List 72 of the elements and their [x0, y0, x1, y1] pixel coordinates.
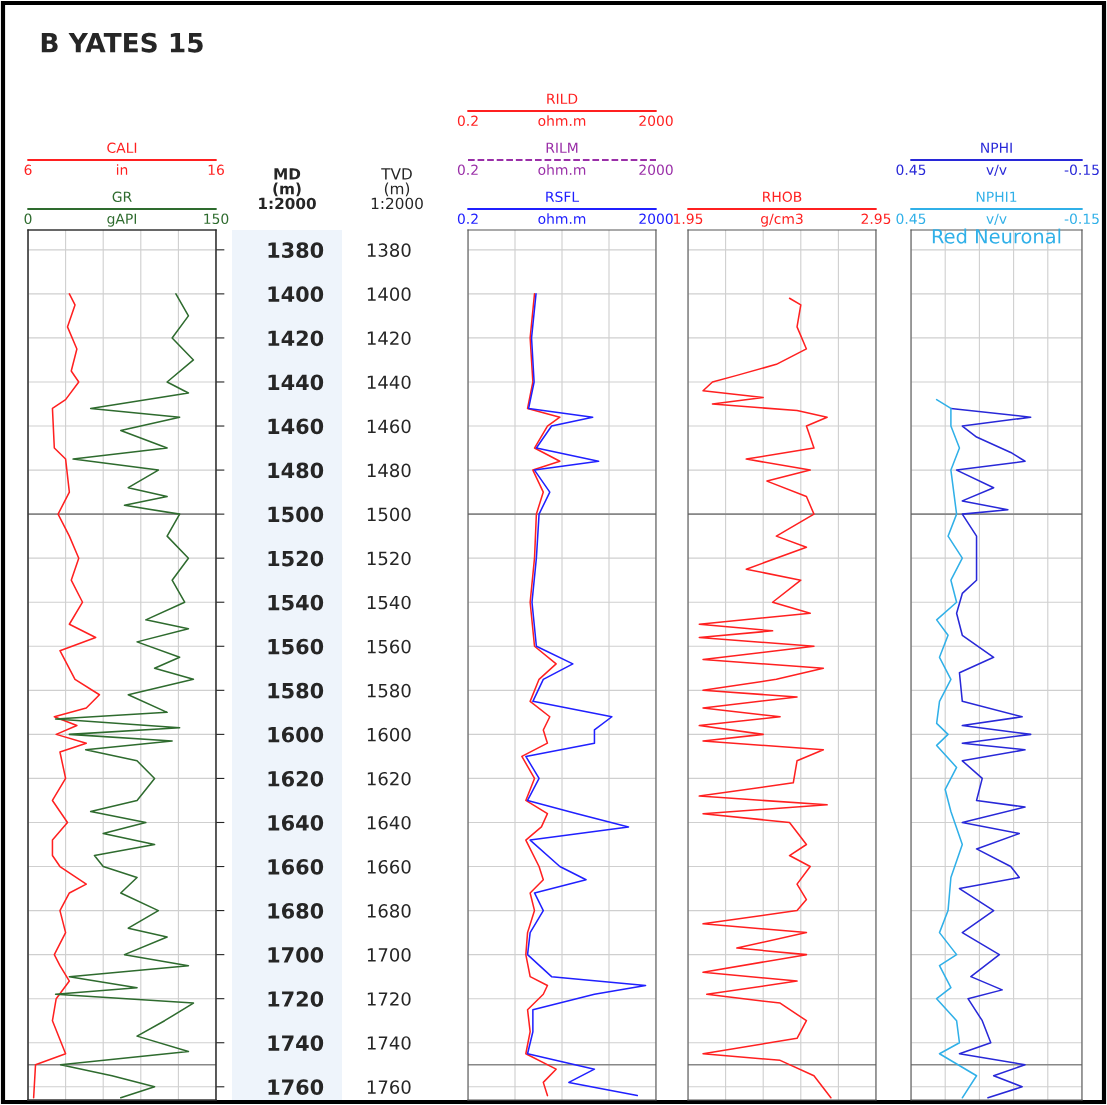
- y-tick-label: 1500: [268, 506, 324, 523]
- y-tick-label: 1460: [268, 418, 324, 435]
- x-axis-title: g/cm3: [761, 213, 803, 227]
- y-tick-label: 1680: [367, 904, 411, 918]
- text: RHOB: [763, 191, 802, 203]
- y-tick-label: 1480: [367, 463, 411, 478]
- x-axis-title: v/v: [986, 213, 1007, 226]
- text: NPHI1: [976, 191, 1017, 202]
- y-tick-label: 1620: [367, 771, 411, 786]
- chart-title: B YATES 15: [41, 32, 203, 53]
- y-tick-label: 1680: [268, 903, 324, 919]
- text: GR: [112, 191, 132, 203]
- x-tick-label: 6: [24, 164, 32, 176]
- x-tick-label: 2000: [639, 213, 673, 225]
- y-tick-label: 1760: [367, 1080, 411, 1094]
- y-axis-title: MD (m) 1:2000: [259, 168, 316, 210]
- y-tick-label: 1540: [367, 595, 411, 610]
- y-tick-label: 1380: [367, 243, 411, 257]
- x2-axis-title: gAPI: [107, 213, 137, 227]
- annotation: Red Neuronal: [932, 228, 1061, 244]
- y-tick-label: 1560: [268, 638, 324, 655]
- text: v/v: [986, 164, 1007, 177]
- y-tick-label: 1640: [268, 814, 324, 831]
- y-tick-label: 1540: [268, 594, 324, 611]
- text: 0.2: [457, 115, 478, 127]
- x-tick-label: 1.95: [674, 213, 703, 225]
- y-tick-label: 1440: [367, 375, 411, 390]
- y-tick-label: 1640: [367, 815, 411, 830]
- y-tick-label: 1580: [367, 683, 411, 698]
- y-tick-label: 1740: [268, 1035, 324, 1051]
- y-tick-label: 1620: [268, 770, 324, 787]
- y-tick-label: 1700: [367, 948, 411, 962]
- y-tick-label: 1660: [367, 859, 411, 874]
- x2-tick-label: 0: [24, 213, 32, 225]
- x-axis-title: ohm.m: [538, 213, 586, 225]
- legend-label: RILM: [546, 142, 578, 153]
- x-tick-label: 16: [208, 164, 224, 176]
- y-tick-label: 1420: [367, 331, 411, 346]
- x-tick-label: 0.2: [457, 213, 478, 225]
- y-tick-label: 1460: [367, 419, 411, 434]
- y-tick-label: 1580: [268, 682, 324, 699]
- y-tick-label: 1720: [367, 992, 411, 1006]
- text: CALI: [107, 142, 137, 154]
- y-tick-label: 1600: [268, 726, 324, 743]
- y-tick-label: 1720: [268, 991, 324, 1007]
- y-tick-label: 1520: [268, 550, 324, 567]
- y-tick-label: 1660: [268, 858, 324, 875]
- y-tick-label: 1400: [367, 287, 411, 301]
- text: ohm.m: [538, 164, 586, 176]
- x2-tick-label: 150: [204, 213, 229, 225]
- y-tick-label: 1500: [367, 507, 411, 522]
- y-tick-label: 1420: [268, 330, 324, 347]
- x-tick-label: 0.45: [896, 213, 926, 225]
- y-tick-label: 1520: [367, 551, 411, 566]
- x-tick-label: 2.95: [861, 213, 891, 225]
- text: ohm.m: [538, 115, 586, 127]
- y-tick-label: 1480: [268, 462, 324, 479]
- y-tick-label: 1380: [268, 242, 324, 259]
- text: NPHI: [981, 142, 1012, 153]
- text: 2000: [639, 115, 673, 127]
- y-tick-label: 1600: [367, 727, 411, 742]
- x-axis-title: in: [116, 164, 128, 175]
- x-tick-label: -0.15: [1064, 213, 1099, 225]
- y-tick-label: 1400: [268, 286, 324, 303]
- y-tick-label: 1560: [367, 639, 411, 654]
- y-tick-label: 1700: [268, 947, 324, 963]
- y-tick-label: 1740: [367, 1036, 411, 1050]
- text: RSFL: [546, 191, 580, 203]
- y-tick-label: 1760: [268, 1079, 324, 1095]
- text: RILD: [547, 93, 578, 104]
- y-tick-label: 1440: [268, 374, 324, 391]
- y-axis-title: TVD (m) 1:2000: [371, 168, 423, 210]
